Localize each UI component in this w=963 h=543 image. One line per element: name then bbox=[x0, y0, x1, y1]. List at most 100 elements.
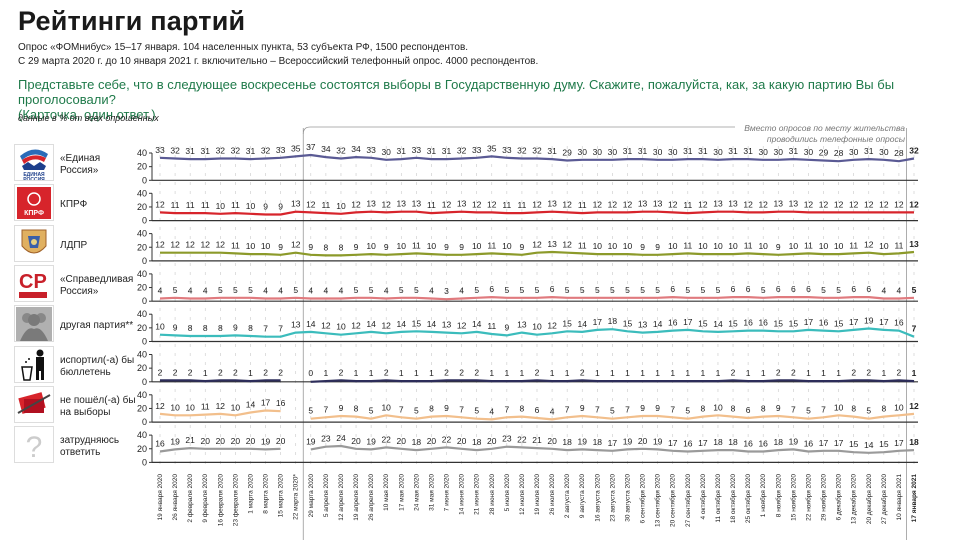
data-label: 13 bbox=[789, 199, 799, 209]
y-tick-label: 0 bbox=[142, 337, 147, 347]
data-label: 12 bbox=[804, 199, 814, 209]
data-label: 5 bbox=[520, 285, 525, 295]
data-label: 12 bbox=[472, 199, 482, 209]
data-label: 10 bbox=[698, 241, 708, 251]
people-icon bbox=[14, 305, 54, 343]
data-label: 10 bbox=[246, 201, 256, 211]
data-label: 31 bbox=[698, 146, 708, 156]
data-label: 12 bbox=[381, 320, 391, 330]
data-label: 14 bbox=[472, 319, 482, 329]
series-line bbox=[159, 444, 915, 454]
x-tick-label: 29 ноября 2020 bbox=[820, 474, 828, 521]
data-label: 1 bbox=[248, 368, 253, 378]
data-label: 12 bbox=[879, 199, 889, 209]
data-label: 12 bbox=[442, 199, 452, 209]
data-label: 8 bbox=[520, 404, 525, 414]
data-label: 13 bbox=[366, 199, 376, 209]
data-label: 2 bbox=[731, 367, 736, 377]
data-label: 11 bbox=[578, 240, 587, 250]
y-tick-label: 40 bbox=[137, 229, 147, 239]
data-label: 20 bbox=[216, 436, 226, 446]
series-label-line: испортил(-а) бы bbox=[60, 354, 135, 366]
data-label: 12 bbox=[381, 199, 391, 209]
data-label: 33 bbox=[155, 145, 165, 155]
data-label: 33 bbox=[502, 145, 512, 155]
data-label: 16 bbox=[758, 438, 768, 448]
no-vote-icon bbox=[14, 385, 54, 423]
x-tick-label: 28 июня 2020 bbox=[489, 474, 496, 515]
x-tick-label: 1 ноября 2020 bbox=[759, 474, 767, 518]
data-label: 11 bbox=[412, 240, 421, 250]
data-label: 11 bbox=[518, 200, 527, 210]
data-label: 19 bbox=[789, 436, 799, 446]
series-label: КПРФ bbox=[60, 199, 87, 211]
data-label: 9 bbox=[339, 403, 344, 413]
data-label: 12 bbox=[819, 199, 829, 209]
data-label: 2 bbox=[866, 367, 871, 377]
data-label: 4 bbox=[897, 285, 902, 295]
data-label: 5 bbox=[580, 285, 585, 295]
data-label: 10 bbox=[834, 402, 844, 412]
x-tick-label: 23 августа 2020 bbox=[609, 474, 616, 522]
data-label: 1 bbox=[550, 368, 555, 378]
data-label: 1 bbox=[414, 368, 419, 378]
phone-period-bracket bbox=[302, 126, 735, 135]
data-label: 9 bbox=[444, 242, 449, 252]
series-label-line: Россия» bbox=[60, 285, 99, 297]
data-label: 32 bbox=[170, 145, 180, 155]
data-label: 18 bbox=[472, 437, 482, 447]
data-label: 10 bbox=[623, 241, 633, 251]
data-label: 30 bbox=[758, 147, 768, 157]
survey-info-2: С 29 марта 2020 г. до 10 января 2021 г. … bbox=[18, 56, 539, 67]
data-label: 30 bbox=[668, 147, 678, 157]
data-label: 23 bbox=[502, 434, 512, 444]
series-label-line: «Справедливая bbox=[60, 273, 134, 285]
data-label: 14 bbox=[366, 319, 376, 329]
data-label: 35 bbox=[487, 143, 497, 153]
x-tick-label: 20 сентября 2020 bbox=[669, 474, 677, 527]
data-label: 6 bbox=[806, 284, 811, 294]
data-label: 14 bbox=[306, 319, 316, 329]
data-label: 19 bbox=[623, 436, 633, 446]
data-label: 12 bbox=[306, 199, 316, 209]
data-label: 12 bbox=[170, 240, 180, 250]
data-label: 2 bbox=[278, 367, 283, 377]
data-label: 1 bbox=[625, 368, 630, 378]
data-label: 12 bbox=[743, 199, 753, 209]
x-tick-label: 20 декабря 2020 bbox=[865, 474, 873, 524]
data-label: 8 bbox=[248, 323, 253, 333]
series-label-line: Россия» bbox=[60, 165, 99, 176]
y-tick-label: 20 bbox=[137, 202, 147, 212]
data-label: 11 bbox=[502, 200, 511, 210]
data-label: 12 bbox=[909, 199, 919, 209]
data-label: 5 bbox=[685, 406, 690, 416]
data-label: 11 bbox=[487, 321, 496, 331]
series-label: «Справедливая Россия» bbox=[60, 274, 133, 298]
data-label: 10 bbox=[246, 241, 256, 251]
data-label: 5 bbox=[565, 285, 570, 295]
data-label: 22 bbox=[381, 434, 391, 444]
data-label: 7 bbox=[821, 404, 826, 414]
data-label: 15 bbox=[412, 318, 422, 328]
data-label: 10 bbox=[668, 241, 678, 251]
data-label: 18 bbox=[774, 437, 784, 447]
data-label: 30 bbox=[879, 147, 889, 157]
data-label: 2 bbox=[474, 367, 479, 377]
x-tick-label: 12 апреля 2020 bbox=[338, 474, 345, 521]
survey-question: Представьте себе, что в следующее воскре… bbox=[18, 77, 948, 122]
question-text: Представьте себе, что в следующее воскре… bbox=[18, 77, 895, 107]
data-label: 32 bbox=[261, 145, 271, 155]
x-tick-label: 6 сентября 2020 bbox=[639, 474, 647, 524]
data-label: 17 bbox=[683, 317, 693, 327]
data-label: 10 bbox=[155, 322, 165, 332]
data-label: 1 bbox=[489, 368, 494, 378]
phone-survey-note-line-1: Вместо опросов по месту жительства bbox=[744, 123, 905, 133]
data-label: 12 bbox=[593, 199, 603, 209]
data-label: 1 bbox=[595, 368, 600, 378]
x-tick-label: 19 января 2020 bbox=[157, 474, 164, 521]
data-label: 12 bbox=[562, 199, 572, 209]
data-label: 16 bbox=[276, 398, 286, 408]
y-tick-label: 20 bbox=[137, 323, 147, 333]
data-label: 12 bbox=[532, 240, 542, 250]
data-label: 9 bbox=[444, 403, 449, 413]
